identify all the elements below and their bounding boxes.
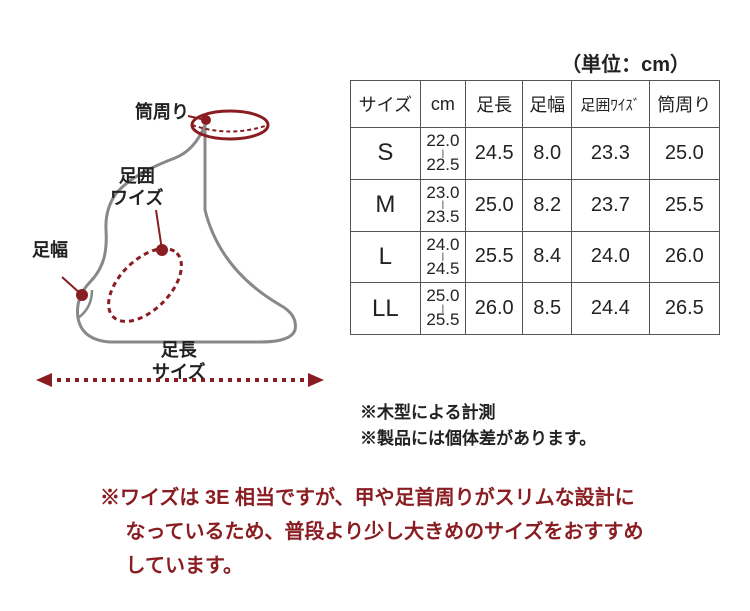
footer-line-3: しています。 xyxy=(100,549,660,583)
th-wise: 足囲ﾜｲｽﾞ xyxy=(572,81,650,128)
cell-value: 8.5 xyxy=(523,283,572,335)
wise-leader xyxy=(156,210,162,250)
cell-value: 25.0 xyxy=(649,128,719,180)
th-length: 足長 xyxy=(466,81,523,128)
cell-size: S xyxy=(351,128,421,180)
table-header-row: サイズ cm 足長 足幅 足囲ﾜｲｽﾞ 筒周り xyxy=(351,81,720,128)
cell-value: 8.4 xyxy=(523,231,572,283)
label-width: 足幅 xyxy=(32,240,68,262)
cell-value: 26.5 xyxy=(649,283,719,335)
note-line-2: ※製品には個体差があります。 xyxy=(360,426,720,452)
th-tube: 筒周り xyxy=(649,81,719,128)
wise-ellipse xyxy=(96,236,195,335)
table-row: S22.0|22.524.58.023.325.0 xyxy=(351,128,720,180)
table-row: LL25.0|25.526.08.524.426.5 xyxy=(351,283,720,335)
cell-cm: 23.0|23.5 xyxy=(420,179,465,231)
note-line-1: ※木型による計測 xyxy=(360,400,720,426)
footer-line-2: なっているため、普段より少し大きめのサイズをおすすめ xyxy=(100,515,660,549)
length-arrow-right xyxy=(308,373,324,387)
tube-dot xyxy=(201,115,211,125)
table-notes: ※木型による計測 ※製品には個体差があります。 xyxy=(30,400,720,451)
cell-value: 25.5 xyxy=(466,231,523,283)
cell-value: 25.5 xyxy=(649,179,719,231)
th-size: サイズ xyxy=(351,81,421,128)
th-width: 足幅 xyxy=(523,81,572,128)
cell-value: 24.5 xyxy=(466,128,523,180)
footer-note: ※ワイズは 3E 相当ですが、甲や足首周りがスリムな設計に なっているため、普段… xyxy=(30,481,720,583)
label-tube: 筒周り xyxy=(135,102,189,124)
size-table: サイズ cm 足長 足幅 足囲ﾜｲｽﾞ 筒周り S22.0|22.524.58.… xyxy=(350,80,720,335)
size-table-wrap: サイズ cm 足長 足幅 足囲ﾜｲｽﾞ 筒周り S22.0|22.524.58.… xyxy=(350,80,720,335)
cell-cm: 22.0|22.5 xyxy=(420,128,465,180)
th-cm: cm xyxy=(420,81,465,128)
label-wise: 足囲 ワイズ xyxy=(110,166,163,209)
cell-value: 26.0 xyxy=(466,283,523,335)
cell-value: 8.0 xyxy=(523,128,572,180)
page-container: （単位：cm） xyxy=(0,0,750,611)
cell-size: M xyxy=(351,179,421,231)
cell-size: LL xyxy=(351,283,421,335)
cell-value: 26.0 xyxy=(649,231,719,283)
cell-cm: 24.0|24.5 xyxy=(420,231,465,283)
cell-value: 24.0 xyxy=(572,231,650,283)
cell-value: 23.7 xyxy=(572,179,650,231)
cell-value: 25.0 xyxy=(466,179,523,231)
cell-cm: 25.0|25.5 xyxy=(420,283,465,335)
cell-value: 8.2 xyxy=(523,179,572,231)
wise-dot xyxy=(156,244,168,256)
cell-value: 24.4 xyxy=(572,283,650,335)
table-row: L24.0|24.525.58.424.026.0 xyxy=(351,231,720,283)
label-length: 足長 サイズ xyxy=(152,340,205,383)
cell-value: 23.3 xyxy=(572,128,650,180)
footer-line-1: ※ワイズは 3E 相当ですが、甲や足首周りがスリムな設計に xyxy=(100,481,660,515)
cell-size: L xyxy=(351,231,421,283)
foot-diagram: 筒周り 足囲 ワイズ 足幅 足長 サイズ xyxy=(30,80,330,390)
table-row: M23.0|23.525.08.223.725.5 xyxy=(351,179,720,231)
length-arrow-left xyxy=(36,373,52,387)
unit-label: （単位：cm） xyxy=(561,48,690,77)
top-row: 筒周り 足囲 ワイズ 足幅 足長 サイズ サイズ cm 足長 足幅 足囲ﾜｲｽﾞ… xyxy=(30,80,720,390)
width-dot xyxy=(76,289,88,301)
